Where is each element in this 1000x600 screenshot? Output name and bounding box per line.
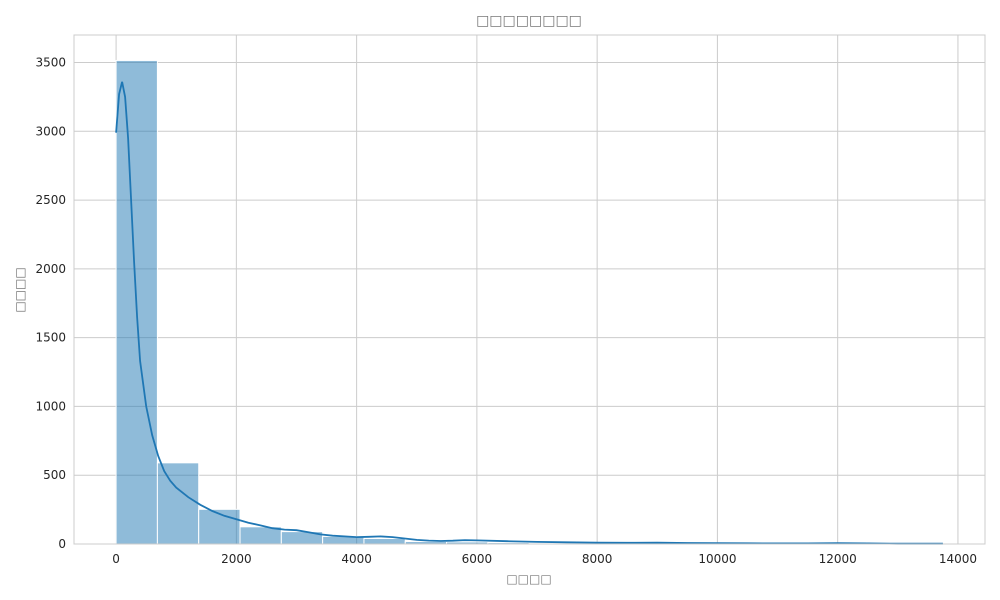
y-tick-label: 0 xyxy=(58,537,66,551)
histogram-bars xyxy=(115,59,943,545)
x-tick-label: 10000 xyxy=(698,552,736,566)
y-tick-label: 2000 xyxy=(35,262,66,276)
x-tick-labels: 0 2000 4000 6000 8000 10000 12000 14000 xyxy=(112,552,977,566)
x-tick-label: 8000 xyxy=(582,552,613,566)
x-tick-label: 0 xyxy=(112,552,120,566)
x-tick-label: 12000 xyxy=(819,552,857,566)
x-tick-label: 14000 xyxy=(939,552,977,566)
y-tick-label: 3000 xyxy=(35,124,66,138)
y-axis-label: □□□□ xyxy=(13,267,27,312)
plot-frame xyxy=(73,34,986,545)
x-tick-label: 4000 xyxy=(341,552,372,566)
x-axis-label: □□□□ xyxy=(506,572,551,586)
x-tick-label: 2000 xyxy=(221,552,252,566)
x-tick-label: 6000 xyxy=(462,552,493,566)
y-tick-label: 500 xyxy=(43,468,66,482)
grid-lines xyxy=(74,35,985,545)
y-tick-label: 3500 xyxy=(35,56,66,70)
kde-curve xyxy=(115,81,943,545)
histogram-bar xyxy=(363,537,406,545)
histogram-bar xyxy=(156,462,200,545)
chart-title: □□□□□□□□ xyxy=(476,13,582,29)
y-tick-label: 1500 xyxy=(35,331,66,345)
y-tick-labels: 0 500 1000 1500 2000 2500 3000 3500 xyxy=(35,56,66,551)
y-tick-label: 2500 xyxy=(35,193,66,207)
y-tick-label: 1000 xyxy=(35,399,66,413)
